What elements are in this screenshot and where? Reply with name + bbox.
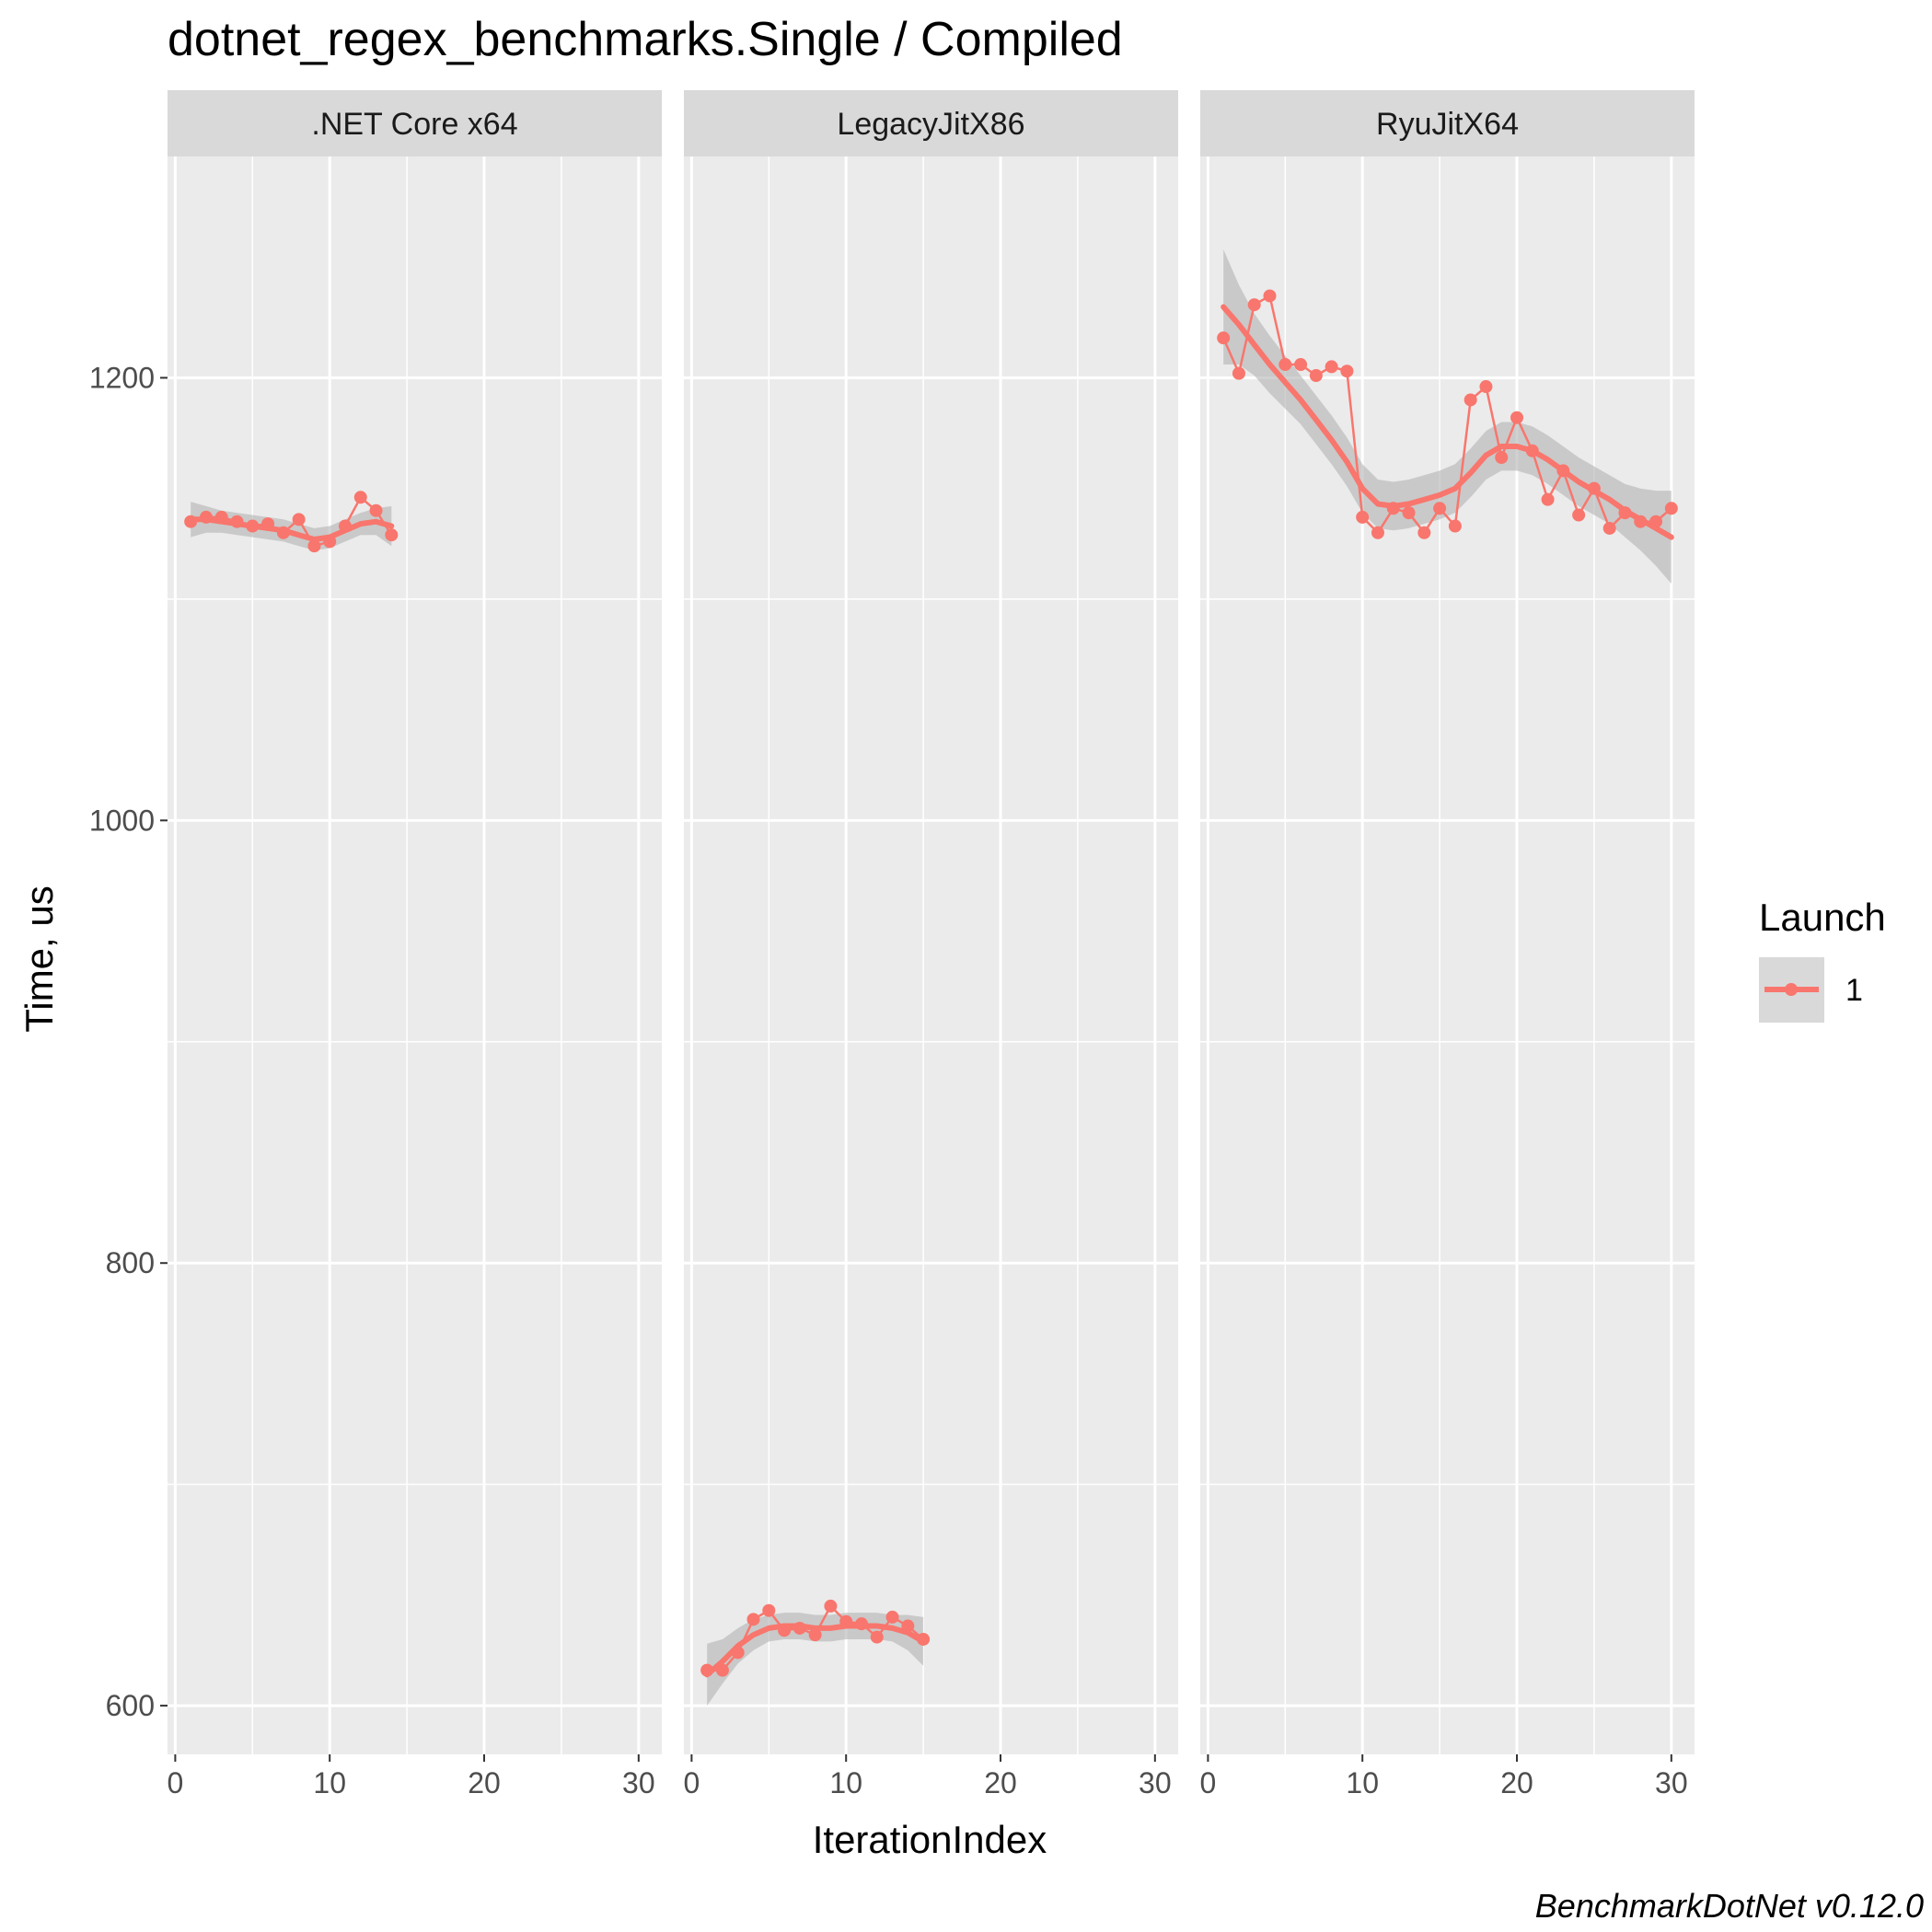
- data-point: [1294, 358, 1308, 372]
- data-point: [885, 1610, 899, 1624]
- data-point: [746, 1613, 760, 1626]
- data-point: [1448, 519, 1462, 533]
- data-point: [1664, 502, 1678, 515]
- data-point: [1417, 526, 1431, 539]
- facet-strip: [684, 90, 1178, 156]
- facet-strip: [1200, 90, 1695, 156]
- data-point: [762, 1603, 776, 1617]
- x-tick-label: 30: [1139, 1766, 1172, 1799]
- y-tick-label: 1000: [89, 804, 155, 837]
- data-point: [1541, 492, 1555, 506]
- data-point: [1402, 506, 1416, 520]
- data-point: [715, 1663, 729, 1677]
- data-point: [369, 503, 383, 517]
- data-point: [323, 535, 337, 549]
- data-point: [1386, 502, 1400, 515]
- panel-background: [1200, 156, 1695, 1754]
- data-point: [1433, 502, 1447, 515]
- data-point: [700, 1663, 714, 1677]
- confidence-band: [707, 1613, 924, 1706]
- data-point: [246, 519, 260, 533]
- y-tick-label: 800: [106, 1246, 155, 1279]
- data-point: [1278, 358, 1292, 372]
- data-point: [1634, 515, 1648, 528]
- data-point: [792, 1621, 806, 1635]
- data-point: [1232, 366, 1245, 380]
- data-point: [1618, 506, 1632, 520]
- data-point: [214, 510, 228, 524]
- data-point: [1356, 510, 1370, 524]
- caption: BenchmarkDotNet v0.12.0: [1535, 1887, 1924, 1925]
- data-point: [292, 513, 306, 526]
- data-point: [1371, 526, 1384, 539]
- panel-background: [684, 156, 1178, 1754]
- data-point: [1479, 380, 1493, 394]
- data-point: [1263, 289, 1277, 303]
- x-tick-label: 10: [1346, 1766, 1379, 1799]
- legend-entry-label: 1: [1845, 973, 1863, 1008]
- data-point: [839, 1614, 853, 1628]
- data-point: [824, 1599, 838, 1613]
- x-tick-label: 10: [313, 1766, 346, 1799]
- facet-panel-3: RyuJitX64 0 10 20 30: [1199, 90, 1695, 1799]
- data-point: [854, 1617, 868, 1631]
- x-tick-label: 30: [622, 1766, 655, 1799]
- legend-key-point: [1785, 983, 1798, 996]
- data-point: [1649, 515, 1663, 528]
- legend-title: Launch: [1759, 896, 1886, 939]
- panel-background: [168, 156, 662, 1754]
- data-point: [261, 517, 275, 531]
- data-point: [870, 1630, 884, 1644]
- y-tick-label: 1200: [89, 361, 155, 394]
- data-point: [276, 526, 290, 539]
- data-point: [353, 491, 367, 504]
- x-tick-label: 10: [829, 1766, 862, 1799]
- x-axis-title: IterationIndex: [813, 1818, 1047, 1861]
- facet-strip-label: RyuJitX64: [1376, 107, 1519, 142]
- facet-strip-label: LegacyJitX86: [837, 107, 1024, 142]
- x-tick-label: 20: [984, 1766, 1017, 1799]
- x-tick-label: 0: [167, 1766, 183, 1799]
- data-point: [901, 1619, 915, 1633]
- data-point: [1340, 364, 1354, 378]
- x-tick-label: 30: [1655, 1766, 1688, 1799]
- facet-strip: [168, 90, 662, 156]
- y-axis-title: Time, us: [17, 885, 61, 1032]
- x-tick-label: 0: [683, 1766, 700, 1799]
- data-point: [1309, 369, 1323, 383]
- data-point: [338, 519, 352, 533]
- x-tick-label: 20: [1500, 1766, 1533, 1799]
- data-point: [1556, 464, 1570, 478]
- data-point: [1587, 481, 1601, 495]
- x-tick-label: 0: [1199, 1766, 1216, 1799]
- legend: Launch 1: [1759, 896, 1886, 1023]
- smooth-line: [704, 1623, 927, 1678]
- facet-panel-1: .NET Core x64 0 10 20 30 600 800 1000 1200: [89, 90, 662, 1799]
- data-point: [917, 1632, 931, 1646]
- data-point: [230, 515, 244, 528]
- data-point: [1325, 360, 1338, 374]
- data-point: [1247, 298, 1261, 312]
- data-point: [808, 1628, 822, 1642]
- data-point: [1525, 444, 1539, 457]
- data-point: [731, 1646, 745, 1660]
- facet-panel-2: LegacyJitX86 0 10 20 30: [683, 90, 1178, 1799]
- data-point: [1572, 508, 1586, 522]
- x-tick-label: 20: [468, 1766, 501, 1799]
- data-point: [1510, 411, 1524, 424]
- data-point: [1463, 393, 1477, 407]
- data-point: [1217, 331, 1231, 345]
- data-point: [184, 515, 198, 528]
- data-point: [307, 539, 321, 553]
- data-point: [1602, 521, 1616, 535]
- data-point: [778, 1624, 792, 1637]
- facet-strip-label: .NET Core x64: [311, 107, 517, 142]
- data-point: [1495, 451, 1509, 465]
- data-point: [199, 510, 213, 524]
- data-point: [385, 528, 399, 542]
- chart-title: dotnet_regex_benchmarks.Single / Compile…: [168, 13, 1123, 66]
- y-tick-label: 600: [106, 1689, 155, 1722]
